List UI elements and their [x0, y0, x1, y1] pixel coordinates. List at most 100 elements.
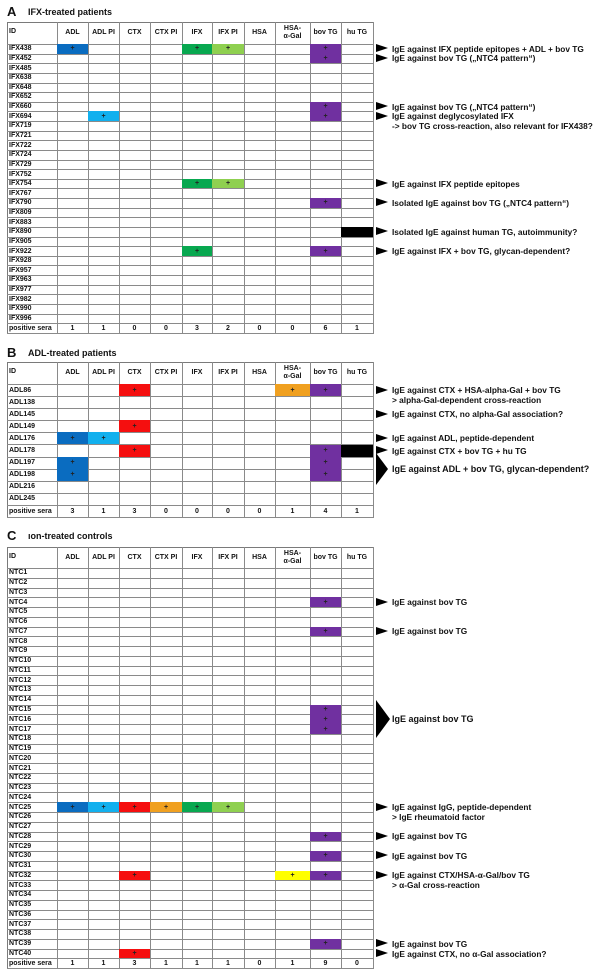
result-cell: [88, 831, 120, 843]
result-cell: [88, 480, 120, 494]
sample-id: NTC1: [7, 568, 58, 579]
positive-mark: +: [132, 422, 137, 430]
result-cell: [57, 384, 89, 398]
positive-cell: +: [310, 597, 342, 609]
result-cell: [244, 456, 276, 470]
result-cell: [275, 432, 311, 446]
result-cell: [212, 568, 245, 579]
result-cell: [57, 149, 89, 161]
result-cell: [150, 675, 183, 687]
result-cell: [244, 587, 276, 599]
result-cell: [150, 694, 183, 706]
result-cell: [212, 812, 245, 823]
result-cell: [310, 480, 342, 494]
positive-mark: +: [323, 103, 328, 111]
result-cell: [244, 782, 276, 794]
result-cell: [212, 294, 245, 305]
result-cell: [150, 919, 183, 931]
result-cell: [275, 159, 311, 171]
result-cell: [275, 140, 311, 151]
result-cell: [182, 831, 213, 843]
result-cell: [244, 294, 276, 305]
result-cell: [244, 743, 276, 755]
result-cell: [57, 938, 89, 950]
result-cell: [310, 121, 342, 132]
sample-id: IFX996: [7, 313, 58, 325]
result-cell: [275, 169, 311, 180]
annotation-text: IgE against ADL, peptide-dependent: [392, 433, 535, 444]
result-cell: [57, 831, 89, 843]
result-cell: [275, 121, 311, 132]
positive-mark: +: [323, 627, 328, 635]
result-cell: [341, 284, 374, 296]
result-cell: [341, 792, 374, 804]
result-cell: [212, 831, 245, 843]
result-cell: [275, 821, 311, 833]
result-cell: [310, 772, 342, 784]
result-cell: [119, 577, 151, 589]
result-cell: [212, 121, 245, 132]
panel-title: ADL-treated patients: [28, 348, 117, 358]
result-cell: [150, 121, 183, 132]
result-cell: [310, 577, 342, 589]
sample-id: NTC26: [7, 812, 58, 823]
result-cell: [57, 626, 89, 638]
positive-mark: +: [323, 715, 328, 723]
result-cell: [88, 763, 120, 774]
column-header: IFX PI: [212, 362, 245, 385]
result-cell: [119, 714, 151, 726]
result-cell: [212, 468, 245, 482]
result-cell: [150, 733, 183, 745]
result-cell: [310, 140, 342, 151]
summary-count: 0: [244, 323, 276, 334]
arrow-icon: [376, 53, 388, 62]
positive-mark: +: [70, 45, 75, 53]
result-cell: [88, 938, 120, 950]
result-cell: [150, 63, 183, 74]
result-cell: [244, 665, 276, 677]
result-cell: [57, 597, 89, 609]
result-cell: [212, 899, 245, 911]
result-cell: [310, 782, 342, 794]
result-cell: [275, 480, 311, 494]
result-cell: [119, 178, 151, 190]
positive-cell: +: [310, 851, 342, 862]
result-cell: [244, 831, 276, 843]
result-cell: [275, 284, 311, 296]
result-cell: [341, 636, 374, 648]
result-cell: [244, 655, 276, 667]
column-header: CTX: [119, 547, 151, 569]
result-cell: [57, 304, 89, 315]
annotation-text: IgE against CTX + HSA-alpha-Gal + bov TG: [392, 385, 561, 396]
positive-cell: +: [212, 44, 245, 55]
result-cell: [150, 753, 183, 765]
positive-mark: +: [290, 386, 295, 394]
positive-mark: +: [323, 45, 328, 53]
result-cell: [150, 140, 183, 151]
arrow-icon: [376, 626, 388, 635]
result-cell: [150, 408, 183, 422]
result-cell: [88, 92, 120, 103]
result-cell: [150, 217, 183, 228]
result-cell: [150, 851, 183, 862]
result-cell: [182, 255, 213, 267]
positive-mark: +: [225, 803, 231, 811]
result-cell: [182, 492, 213, 506]
sample-id: NTC30: [7, 851, 58, 862]
result-cell: [182, 782, 213, 794]
result-cell: [275, 772, 311, 784]
result-cell: [57, 568, 89, 579]
positive-mark: +: [323, 112, 328, 120]
result-cell: [244, 420, 276, 434]
result-cell: [57, 246, 89, 257]
sample-id: NTC32: [7, 870, 58, 882]
result-cell: [212, 909, 245, 921]
summary-count: 3: [119, 958, 151, 970]
sample-id: NTC11: [7, 665, 58, 677]
result-cell: [341, 938, 374, 950]
result-cell: [244, 802, 276, 813]
result-cell: [119, 92, 151, 103]
result-cell: [57, 714, 89, 726]
result-cell: [88, 284, 120, 296]
result-cell: [150, 304, 183, 315]
